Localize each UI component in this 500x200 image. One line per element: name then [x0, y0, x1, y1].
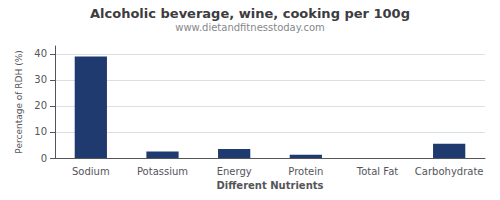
svg-text:Protein: Protein [288, 166, 323, 177]
svg-text:Carbohydrate: Carbohydrate [415, 166, 484, 177]
svg-text:0: 0 [41, 153, 47, 164]
svg-text:30: 30 [34, 74, 47, 85]
svg-text:Potassium: Potassium [137, 166, 188, 177]
svg-text:20: 20 [34, 100, 47, 111]
svg-text:Different Nutrients: Different Nutrients [217, 180, 324, 191]
svg-text:Alcoholic beverage, wine, cook: Alcoholic beverage, wine, cooking per 10… [90, 6, 410, 21]
svg-text:www.dietandfitnesstoday.com: www.dietandfitnesstoday.com [175, 22, 324, 33]
svg-text:10: 10 [34, 126, 47, 137]
svg-text:Total Fat: Total Fat [356, 166, 398, 177]
svg-text:Sodium: Sodium [72, 166, 110, 177]
svg-text:40: 40 [34, 48, 47, 59]
svg-text:Percentage of RDH (%): Percentage of RDH (%) [14, 50, 24, 153]
svg-text:Energy: Energy [217, 166, 252, 177]
